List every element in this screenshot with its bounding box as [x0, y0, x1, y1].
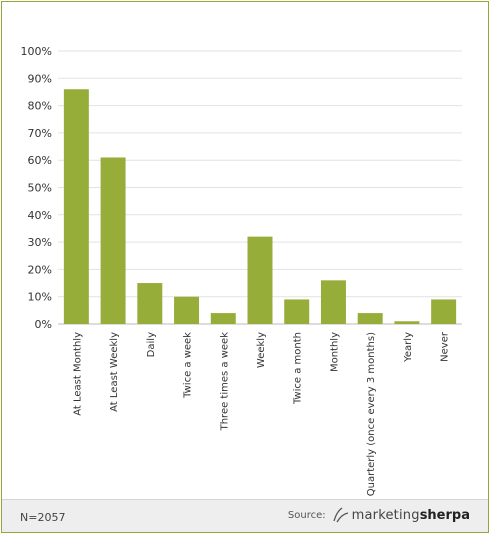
source-label: Source: [287, 509, 326, 521]
y-tick-label: 100% [21, 45, 52, 58]
chart-footer: N=2057 Source: marketing sherpa [2, 499, 488, 532]
logo-text-sherpa: sherpa [419, 507, 470, 523]
y-tick-label: 90% [28, 72, 52, 85]
y-tick-label: 50% [28, 182, 52, 195]
x-category-label: Monthly [329, 332, 340, 372]
bar [63, 89, 89, 324]
bar [431, 299, 457, 324]
logo-text-marketing: marketing [351, 507, 420, 523]
x-category-label: Three times a week [219, 332, 230, 432]
bar [320, 280, 346, 324]
bar [284, 299, 310, 324]
sample-size-label: N=2057 [20, 511, 66, 524]
bar [137, 283, 163, 324]
bar [247, 236, 273, 324]
bar [394, 321, 420, 324]
y-tick-label: 30% [28, 236, 52, 249]
x-category-label: Twice a week [183, 332, 194, 399]
x-category-label: Daily [146, 332, 157, 357]
bar [100, 157, 126, 324]
x-category-label: Never [440, 331, 451, 362]
x-category-label: Twice a month [293, 332, 304, 405]
x-category-label: Weekly [256, 332, 267, 368]
y-tick-label: 0% [35, 318, 52, 331]
source-attribution: Source: marketing sherpa [288, 506, 470, 524]
y-tick-label: 20% [28, 263, 52, 276]
y-tick-label: 70% [28, 127, 52, 140]
bar-chart: 0% 10% 20% 30% 40% 50% 60% 70% 80% 90% 100% At Leas… [21, 45, 462, 496]
marketingsherpa-logo: marketing sherpa [332, 506, 470, 524]
bar [357, 313, 383, 324]
y-tick-label: 80% [28, 100, 52, 113]
bar [174, 296, 200, 324]
sherpa-mountain-icon [333, 507, 348, 523]
y-tick-label: 10% [28, 291, 52, 304]
y-tick-label: 60% [28, 154, 52, 167]
x-category-label: At Least Monthly [72, 332, 83, 416]
bar [210, 313, 236, 324]
y-tick-label: 40% [28, 209, 52, 222]
x-category-label: Quarterly (once every 3 months) [366, 332, 377, 496]
x-category-label: Yearly [403, 332, 414, 363]
x-category-label: At Least Weekly [109, 332, 120, 412]
